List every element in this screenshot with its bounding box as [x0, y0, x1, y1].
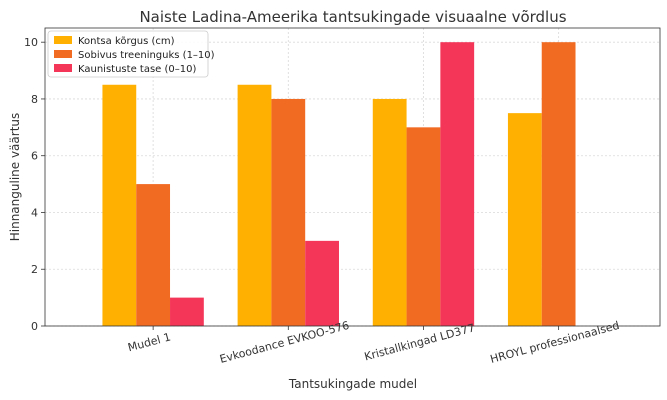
x-axis-label: Tantsukingade mudel	[288, 377, 417, 391]
bar-series-2	[406, 127, 441, 326]
legend-label: Kaunistuste tase (0–10)	[78, 64, 196, 75]
bar-series-2	[271, 98, 306, 326]
bar-series-3	[440, 42, 475, 326]
bars	[102, 42, 576, 327]
y-tick-label: 2	[31, 263, 38, 276]
y-tick-label: 6	[31, 150, 38, 163]
legend-swatch	[54, 36, 72, 44]
bar-series-1	[102, 84, 137, 326]
legend-box	[47, 30, 209, 78]
y-tick-label: 4	[31, 206, 38, 219]
bar-series-3	[170, 297, 204, 326]
legend-label: Sobivus treeninguks (1–10)	[78, 50, 215, 61]
bar-series-2	[541, 42, 576, 326]
bar-series-1	[237, 84, 272, 326]
y-tick-label: 8	[31, 93, 38, 106]
bar-series-3	[305, 240, 339, 326]
plot-frame	[44, 27, 661, 327]
y-axis-ticks: 0 2 4 6 8 10	[24, 36, 45, 333]
chart-title: Naiste Ladina-Ameerika tantsukingade vis…	[139, 8, 566, 26]
legend-label: Kontsa kõrgus (cm)	[78, 36, 175, 47]
legend-swatch	[54, 50, 72, 58]
y-axis-label: Hinnanguline väärtus	[8, 113, 22, 242]
y-tick-label: 10	[24, 36, 38, 49]
bar-series-2	[136, 184, 171, 326]
legend: Kontsa kõrgus (cm) Sobivus treeninguks (1…	[47, 30, 215, 78]
legend-swatch	[54, 64, 72, 72]
bar-series-1	[507, 113, 542, 327]
bar-series-1	[372, 98, 407, 326]
y-tick-label: 0	[31, 320, 38, 333]
